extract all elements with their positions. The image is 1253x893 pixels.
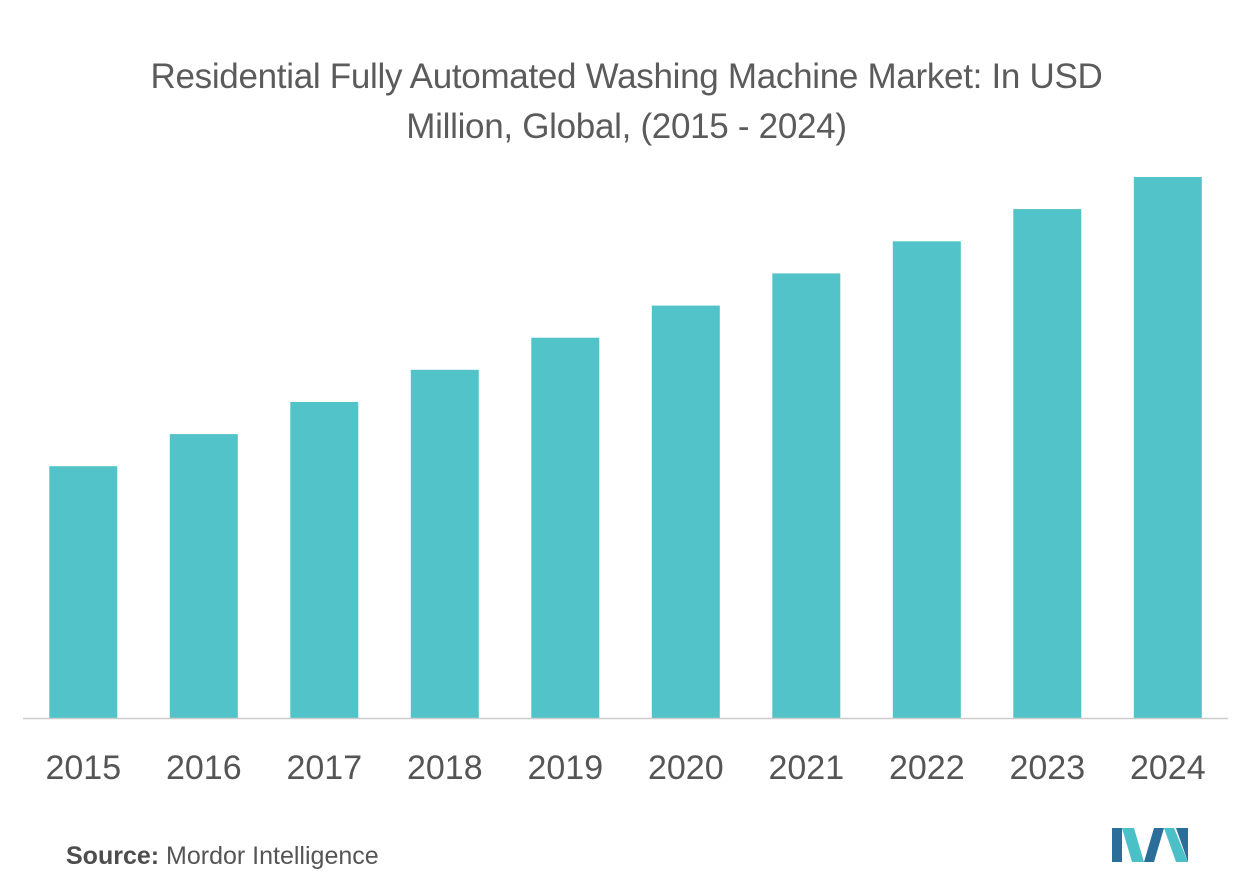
bar-2023 — [1013, 209, 1082, 718]
x-tick-label-2022: 2022 — [889, 749, 965, 787]
bar-2017 — [290, 402, 359, 718]
bar-2015 — [49, 466, 118, 718]
mordor-intelligence-logo-icon — [1112, 828, 1188, 862]
bar-2018 — [410, 369, 479, 718]
source-label: Source: — [66, 842, 160, 870]
chart-title: Residential Fully Automated Washing Mach… — [150, 57, 1103, 146]
bars-group — [49, 177, 1202, 719]
x-tick-label-2016: 2016 — [166, 749, 242, 787]
x-tick-label-2018: 2018 — [407, 749, 483, 787]
x-tick-label-2024: 2024 — [1130, 749, 1206, 787]
bar-2020 — [651, 305, 720, 718]
x-tick-label-2015: 2015 — [45, 749, 121, 787]
bar-2016 — [169, 434, 238, 718]
x-tick-label-2021: 2021 — [768, 749, 844, 787]
x-tick-label-2023: 2023 — [1009, 749, 1085, 787]
source-note: Source: Mordor Intelligence — [66, 842, 379, 871]
bar-2022 — [892, 241, 961, 719]
x-tick-label-2017: 2017 — [286, 749, 362, 787]
bar-2019 — [531, 337, 600, 718]
x-tick-label-2019: 2019 — [527, 749, 603, 787]
bar-2021 — [772, 273, 841, 718]
x-tick-labels: 2015 2016 2017 2018 2019 2020 2021 2022 2023 2024 — [45, 749, 1205, 787]
x-tick-label-2020: 2020 — [648, 749, 724, 787]
bar-2024 — [1133, 177, 1202, 718]
source-value: Mordor Intelligence — [159, 842, 379, 870]
